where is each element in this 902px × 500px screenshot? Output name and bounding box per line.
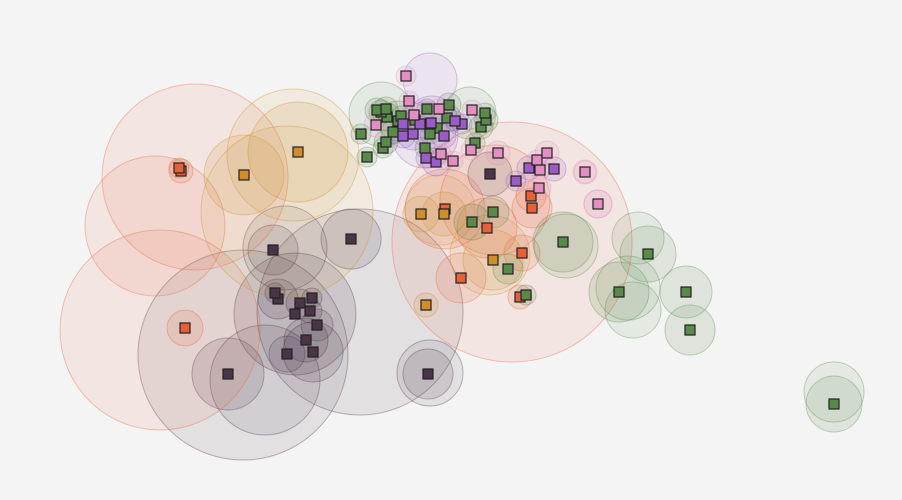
series-4-point-12 xyxy=(449,115,461,127)
series-1-halo-2 xyxy=(84,155,226,297)
series-0-point-14 xyxy=(484,168,496,180)
marker-layer xyxy=(173,70,840,410)
series-0-point-2 xyxy=(281,348,293,360)
series-5-point-1 xyxy=(533,182,545,194)
series-4-point-5 xyxy=(407,128,419,140)
series-5-point-8 xyxy=(531,154,543,166)
series-3-point-2 xyxy=(680,286,692,298)
series-2-point-5 xyxy=(292,146,304,158)
series-0-halo-4 xyxy=(242,205,328,291)
series-5-point-6 xyxy=(492,147,504,159)
series-1-halo-0 xyxy=(59,229,261,431)
series-5-point-15 xyxy=(400,70,412,82)
series-3-point-15 xyxy=(355,128,367,140)
series-5-point-10 xyxy=(370,119,382,131)
series-3-point-8 xyxy=(466,216,478,228)
series-1-halo-3 xyxy=(391,121,633,363)
series-0-point-0 xyxy=(222,368,234,380)
series-3-point-31 xyxy=(424,128,436,140)
series-4-point-10 xyxy=(414,118,426,130)
series-5-point-9 xyxy=(541,147,553,159)
series-1-point-6 xyxy=(525,190,537,202)
series-0-point-4 xyxy=(300,334,312,346)
series-3-point-12 xyxy=(380,136,392,148)
series-0-point-3 xyxy=(307,346,319,358)
series-0-point-13 xyxy=(345,233,357,245)
series-4-point-1 xyxy=(523,162,535,174)
series-3-point-4 xyxy=(520,289,532,301)
series-5-point-4 xyxy=(447,155,459,167)
series-3-halo-2 xyxy=(595,255,661,321)
series-5-point-5 xyxy=(435,148,447,160)
series-0-point-9 xyxy=(294,297,306,309)
series-3-point-6 xyxy=(642,248,654,260)
series-5-point-14 xyxy=(403,95,415,107)
series-0-point-7 xyxy=(304,305,316,317)
series-4-point-3 xyxy=(420,152,432,164)
series-3-point-21 xyxy=(380,103,392,115)
series-2-halo-0 xyxy=(200,125,374,299)
series-4-point-9 xyxy=(397,118,409,130)
series-3-point-27 xyxy=(443,99,455,111)
series-3-point-7 xyxy=(557,236,569,248)
series-5-point-0 xyxy=(592,198,604,210)
series-0-point-10 xyxy=(306,292,318,304)
series-0-point-11 xyxy=(269,287,281,299)
series-4-point-11 xyxy=(425,117,437,129)
series-1-point-2 xyxy=(455,272,467,284)
series-2-point-0 xyxy=(420,299,432,311)
series-4-point-6 xyxy=(397,130,409,142)
series-2-point-2 xyxy=(415,208,427,220)
series-4-point-7 xyxy=(438,130,450,142)
series-4-point-4 xyxy=(548,163,560,175)
series-5-point-12 xyxy=(433,103,445,115)
series-3-point-10 xyxy=(361,151,373,163)
series-3-halo-0 xyxy=(803,361,865,423)
series-4-point-0 xyxy=(510,175,522,187)
series-2-point-1 xyxy=(487,254,499,266)
series-3-point-30 xyxy=(479,107,491,119)
series-0-point-1 xyxy=(422,368,434,380)
series-0-halo-1 xyxy=(256,208,464,416)
series-5-point-7 xyxy=(465,144,477,156)
series-1-point-0 xyxy=(179,322,191,334)
series-3-point-1 xyxy=(684,324,696,336)
series-5-point-13 xyxy=(466,104,478,116)
series-0-point-6 xyxy=(289,308,301,320)
series-1-point-4 xyxy=(481,222,493,234)
series-5-point-3 xyxy=(534,164,546,176)
series-1-halo-1 xyxy=(101,83,289,271)
series-3-point-24 xyxy=(421,103,433,115)
series-3-point-5 xyxy=(502,263,514,275)
series-3-point-3 xyxy=(613,286,625,298)
series-1-point-3 xyxy=(516,247,528,259)
series-3-point-0 xyxy=(828,398,840,410)
series-2-point-4 xyxy=(238,169,250,181)
series-3-point-13 xyxy=(419,142,431,154)
series-1-point-5 xyxy=(526,202,538,214)
series-1-point-9 xyxy=(173,162,185,174)
series-2-point-3 xyxy=(438,208,450,220)
series-0-point-12 xyxy=(267,244,279,256)
series-5-point-2 xyxy=(579,166,591,178)
series-3-point-16 xyxy=(387,126,399,138)
series-3-point-9 xyxy=(487,206,499,218)
series-5-point-11 xyxy=(408,109,420,121)
series-0-point-5 xyxy=(311,319,323,331)
